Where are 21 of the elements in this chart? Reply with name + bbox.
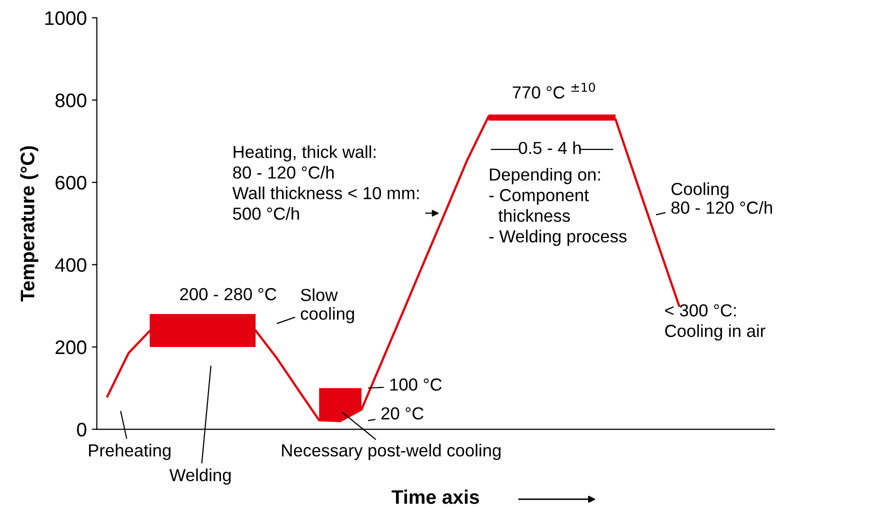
y-tick-label: 400 [55,258,86,272]
annotation: 20 °C [381,407,424,420]
annotation: < 300 °C: Cooling in air [665,304,766,341]
annotation: Depending on: - Component thickness - Welding process [489,168,627,246]
text: Welding [169,468,231,485]
y-tick-label: 0 [77,422,86,436]
text: Preheating [89,444,170,460]
annotation: 0.5 - 4 h [518,141,581,154]
annotation: Slow cooling [300,288,354,324]
annotation: Heating, thick wall: 80 - 120 °C/h Wall thickness < 10 mm: 500 °C/h [232,145,419,220]
annotation: Cooling 80 - 120 °C/h [671,182,772,214]
y-axis-title: Temperature (°C) [20,146,38,302]
annotation: 100 °C [390,378,442,391]
annotation: 770 °C $^{±10}$ [512,82,596,99]
x-axis-title: Time axis [392,490,479,504]
y-tick-label: 800 [55,94,86,108]
y-tick-label: 200 [56,340,86,354]
annotation: 200 - 280 °C [180,288,276,300]
y-tick-label: 1000 [45,11,86,26]
text: Necessary post-weld cooling [282,444,501,460]
y-tick-label: 600 [56,176,86,190]
